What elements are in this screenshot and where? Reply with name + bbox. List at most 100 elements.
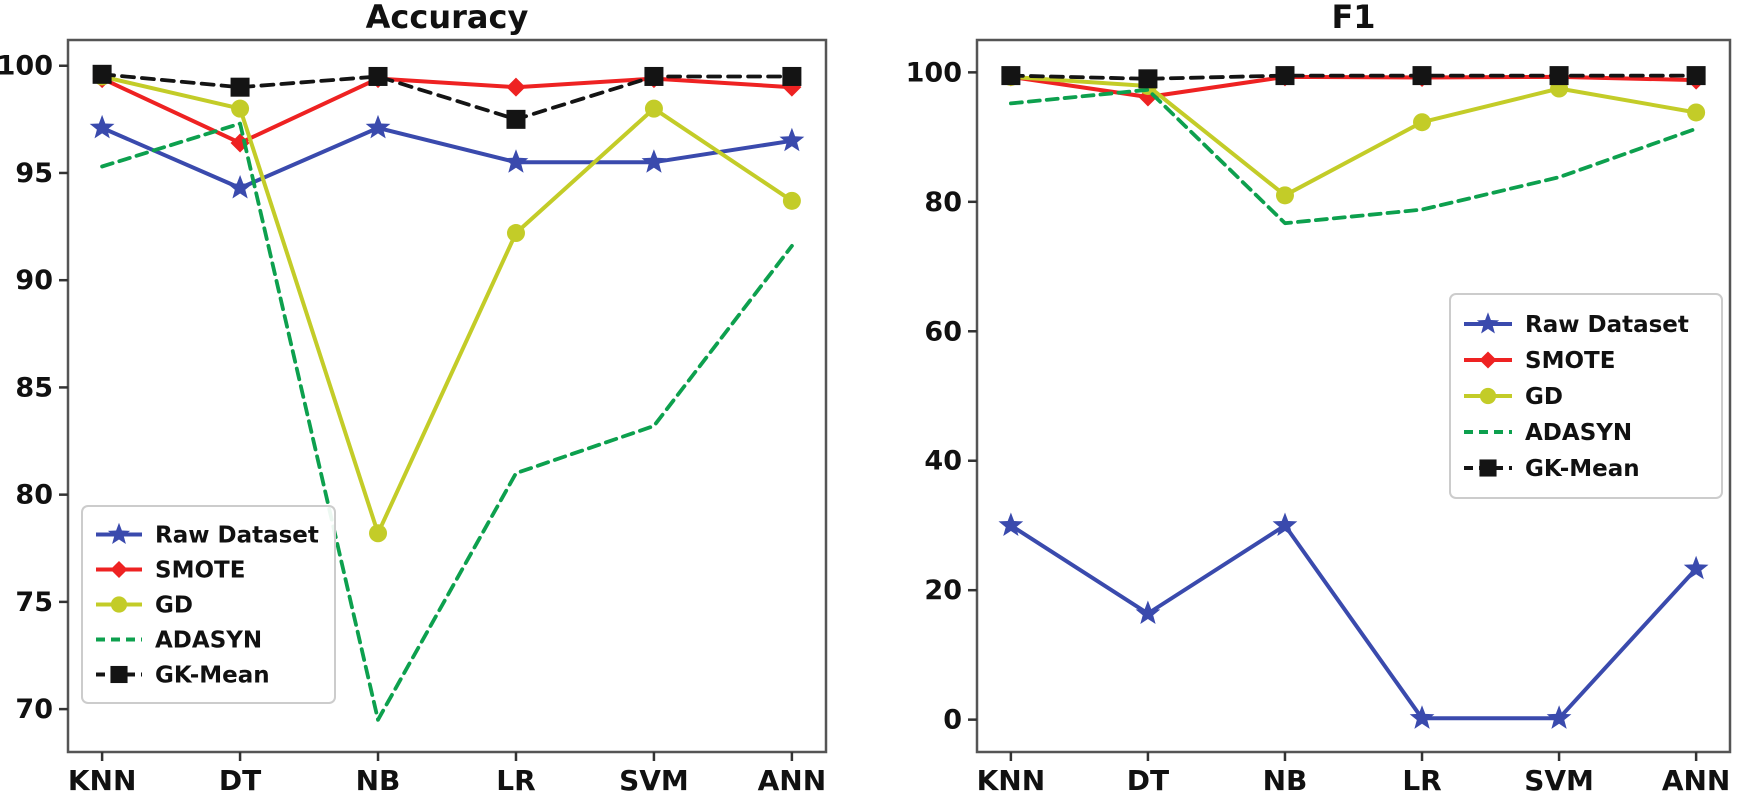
x-tick-label-nb: NB: [356, 764, 401, 796]
gk-mean-marker: [644, 66, 664, 86]
legend-marker-smote: [1479, 351, 1497, 369]
y-tick-label: 100: [906, 57, 962, 88]
x-tick-label-lr: LR: [496, 764, 535, 796]
gk-mean-marker: [1138, 69, 1158, 89]
adasyn-line: [100, 121, 794, 722]
legend-label-smote: SMOTE: [1525, 348, 1615, 374]
y-tick-label: 40: [924, 446, 962, 477]
y-tick-label: 70: [15, 694, 53, 725]
gk-mean-marker: [230, 77, 250, 97]
gk-mean-marker: [782, 66, 802, 86]
legend-label-smote: SMOTE: [155, 558, 245, 584]
y-tick-label: 100: [0, 51, 53, 82]
raw-dataset-line: [100, 125, 794, 190]
legend-marker-smote: [110, 560, 128, 579]
x-tick-label-lr: LR: [1402, 764, 1441, 796]
y-tick-label: 85: [15, 372, 53, 403]
raw-dataset-marker: [779, 127, 805, 152]
y-tick-label: 90: [15, 265, 53, 296]
gd-marker: [369, 524, 388, 543]
raw-dataset-marker: [1546, 705, 1572, 729]
legend-item-gk-mean: GK-Mean: [96, 663, 270, 689]
chart-title-f1: F1: [1331, 0, 1375, 36]
y-tick-label: 80: [15, 480, 53, 511]
legend-box: [1449, 293, 1723, 499]
x-tick-label-ann: ANN: [1662, 764, 1731, 796]
chart-f1: F1 100 80 60 40 20 0 KNN DT NB LR SVM ANN Raw Dataset…: [906, 0, 1732, 796]
gd-line: [100, 74, 794, 536]
plot-frame: [975, 38, 1732, 754]
legend-item-gd: GD: [1464, 384, 1563, 410]
legend-item-raw-dataset: Raw Dataset: [1464, 312, 1689, 338]
legend-marker-gk-mean: [110, 665, 128, 684]
x-tick-label-nb: NB: [1263, 764, 1308, 796]
raw-dataset-marker: [227, 175, 253, 199]
legend-label-raw-dataset: Raw Dataset: [1525, 312, 1689, 338]
gd-marker: [1687, 103, 1706, 122]
legend-item-adasyn: ADASYN: [96, 628, 262, 654]
raw-dataset-marker: [365, 114, 391, 139]
raw-dataset-marker: [89, 114, 115, 139]
legend-label-gd: GD: [1525, 384, 1563, 410]
raw-dataset-marker: [1135, 600, 1161, 624]
smote-marker: [506, 77, 526, 97]
legend-label-adasyn: ADASYN: [155, 628, 262, 654]
gk-mean-marker: [1412, 66, 1432, 86]
y-tick-label: 60: [924, 316, 962, 347]
x-tick-label-svm: SVM: [619, 764, 689, 796]
gk-mean-line: [1009, 73, 1698, 81]
raw-dataset-marker: [503, 149, 529, 173]
legend-marker-gk-mean: [1479, 459, 1497, 477]
gk-mean-marker: [368, 66, 388, 86]
gk-mean-marker: [1275, 66, 1295, 86]
gd-marker: [1275, 186, 1294, 205]
x-tick-label-dt: DT: [219, 764, 261, 796]
x-tick-label-knn: KNN: [68, 764, 137, 796]
legend-label-gd: GD: [155, 593, 193, 619]
x-tick-label-svm: SVM: [1524, 764, 1594, 796]
legend-item-adasyn: ADASYN: [1464, 420, 1632, 446]
raw-dataset-marker: [1272, 512, 1298, 536]
gk-mean-marker: [92, 64, 112, 84]
raw-dataset-marker: [1683, 555, 1709, 580]
gd-marker: [1413, 113, 1432, 132]
legend-label-gk-mean: GK-Mean: [155, 663, 270, 689]
legend-marker-raw-dataset: [107, 522, 131, 544]
chart-title-accuracy: Accuracy: [366, 0, 529, 36]
gk-mean-marker: [1686, 66, 1706, 86]
gd-marker: [782, 191, 801, 210]
y-tick-label: 80: [924, 187, 962, 218]
legend-item-smote: SMOTE: [96, 558, 245, 584]
gk-mean-marker: [506, 109, 526, 129]
legend-marker-gd: [110, 596, 128, 613]
gk-mean-marker: [1549, 66, 1569, 86]
raw-dataset-marker: [641, 149, 667, 173]
gd-line: [1008, 74, 1699, 198]
raw-dataset-line: [1008, 523, 1699, 721]
gd-marker: [644, 99, 663, 118]
raw-dataset-marker: [1409, 705, 1435, 729]
legend-label-gk-mean: GK-Mean: [1525, 456, 1640, 482]
legend-item-gk-mean: GK-Mean: [1464, 456, 1640, 482]
x-tick-label-ann: ANN: [758, 764, 827, 796]
legend-item-gd: GD: [96, 593, 193, 619]
y-tick-label: 20: [924, 575, 962, 606]
legend-item-smote: SMOTE: [1464, 348, 1615, 374]
y-tick-label: 75: [15, 587, 53, 618]
gd-marker: [231, 99, 250, 118]
chart-accuracy: Accuracy 100 95 90 85 80 75 70 KNN DT NB LR SVM ANN Ra…: [0, 0, 828, 796]
legend-box: [81, 505, 336, 704]
gk-mean-marker: [1001, 66, 1021, 86]
legend-label-raw-dataset: Raw Dataset: [155, 523, 319, 549]
raw-dataset-marker: [998, 512, 1024, 536]
gd-marker: [506, 224, 525, 243]
plot-frame: [66, 38, 828, 754]
legend-marker-gd: [1479, 387, 1497, 405]
legend-item-raw-dataset: Raw Dataset: [96, 523, 319, 549]
y-tick-label: 95: [15, 158, 53, 189]
x-tick-label-dt: DT: [1127, 764, 1169, 796]
y-tick-label: 0: [943, 705, 962, 736]
legend-marker-raw-dataset: [1476, 312, 1500, 334]
